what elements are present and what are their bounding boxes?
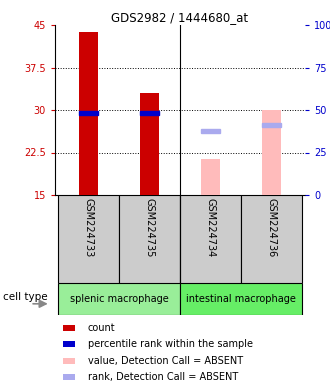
Text: rank, Detection Call = ABSENT: rank, Detection Call = ABSENT (87, 372, 238, 382)
Text: percentile rank within the sample: percentile rank within the sample (87, 339, 252, 349)
Text: GSM224736: GSM224736 (266, 198, 277, 257)
Bar (262, 123, 281, 127)
Text: GSM224733: GSM224733 (83, 198, 93, 257)
Bar (140, 93, 159, 195)
Bar (79, 111, 98, 115)
Bar (140, 111, 159, 115)
Bar (79, 32, 98, 195)
Bar (62, 358, 75, 364)
Bar (58, 195, 119, 283)
Bar (62, 325, 75, 331)
Bar (201, 159, 220, 195)
Bar (241, 195, 302, 283)
Bar (180, 283, 302, 315)
Bar (62, 341, 75, 348)
Text: count: count (87, 323, 115, 333)
Text: splenic macrophage: splenic macrophage (70, 294, 168, 304)
Bar (58, 283, 180, 315)
Bar (119, 195, 180, 283)
Text: value, Detection Call = ABSENT: value, Detection Call = ABSENT (87, 356, 243, 366)
Title: GDS2982 / 1444680_at: GDS2982 / 1444680_at (112, 11, 248, 24)
Bar (262, 110, 281, 195)
Bar (201, 129, 220, 133)
Bar (62, 374, 75, 381)
Text: cell type: cell type (3, 292, 48, 303)
Text: GSM224734: GSM224734 (206, 198, 215, 257)
Text: intestinal macrophage: intestinal macrophage (186, 294, 296, 304)
Bar (180, 195, 241, 283)
Text: GSM224735: GSM224735 (145, 198, 154, 257)
